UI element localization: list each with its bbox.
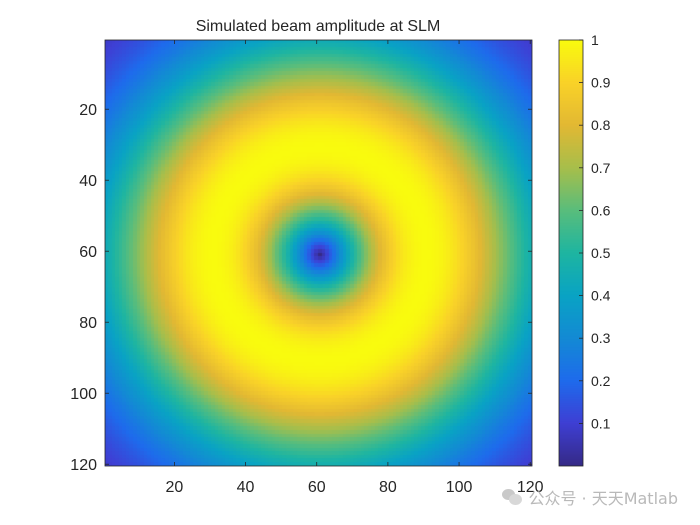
heatmap-plot-area: [104, 39, 533, 467]
colorbar: 0.1 0.2 0.3 0.4 0.5 0.6 0.7 0.8 0.9 1: [558, 32, 611, 467]
x-tick-label: 100: [446, 479, 473, 496]
colorbar-tick-label: 0.9: [591, 75, 611, 91]
y-tick-label: 20: [79, 102, 97, 119]
x-axis: 20 40 60 80 100 120: [165, 40, 544, 496]
x-tick-label: 120: [517, 479, 544, 496]
colorbar-ticks: 0.1 0.2 0.3 0.4 0.5 0.6 0.7 0.8 0.9 1: [579, 32, 611, 431]
colorbar-tick-label: 0.3: [591, 330, 611, 346]
x-tick-label: 80: [379, 479, 397, 496]
watermark: 公众号 · 天天Matlab: [502, 485, 678, 509]
colorbar-tick-label: 0.4: [591, 288, 611, 304]
chart-title: Simulated beam amplitude at SLM: [196, 18, 441, 35]
watermark-text: 公众号 · 天天Matlab: [528, 489, 678, 508]
y-axis: 20 40 60 80 100 120: [70, 102, 532, 474]
y-tick-label: 60: [79, 244, 97, 261]
plot-border: [104, 39, 533, 467]
x-tick-label: 40: [237, 479, 255, 496]
y-tick-label: 80: [79, 315, 97, 332]
colorbar-tick-label: 0.6: [591, 202, 611, 218]
y-tick-label: 40: [79, 173, 97, 190]
colorbar-tick-label: 0.8: [591, 117, 611, 133]
colorbar-tick-label: 0.2: [591, 373, 611, 389]
colorbar-tick-label: 0.5: [591, 245, 611, 261]
colorbar-tick-label: 0.7: [591, 160, 611, 176]
wechat-icon: [502, 489, 523, 505]
colorbar-tick-label: 1: [591, 32, 599, 48]
heatmap-image: [105, 40, 532, 466]
colorbar-tick-label: 0.1: [591, 415, 611, 431]
y-tick-label: 100: [70, 386, 97, 403]
y-tick-label: 120: [70, 457, 97, 474]
x-tick-label: 60: [308, 479, 326, 496]
x-tick-label: 20: [165, 479, 183, 496]
